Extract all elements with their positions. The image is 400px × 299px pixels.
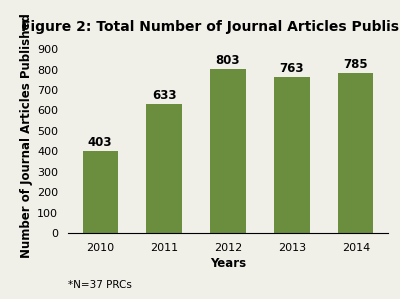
Y-axis label: Number of Journal Articles Published: Number of Journal Articles Published bbox=[20, 14, 33, 258]
Text: *N=37 PRCs: *N=37 PRCs bbox=[68, 280, 132, 290]
Bar bbox=[338, 73, 374, 233]
Title: Figure 2: Total Number of Journal Articles Published*: Figure 2: Total Number of Journal Articl… bbox=[21, 19, 400, 33]
Bar bbox=[146, 104, 182, 233]
Text: 785: 785 bbox=[344, 58, 368, 71]
Text: 803: 803 bbox=[216, 54, 240, 67]
Bar bbox=[274, 77, 310, 233]
Bar bbox=[210, 69, 246, 233]
Text: 763: 763 bbox=[280, 62, 304, 75]
Text: 633: 633 bbox=[152, 89, 176, 102]
Bar bbox=[82, 151, 118, 233]
X-axis label: Years: Years bbox=[210, 257, 246, 270]
Text: 403: 403 bbox=[88, 136, 112, 149]
